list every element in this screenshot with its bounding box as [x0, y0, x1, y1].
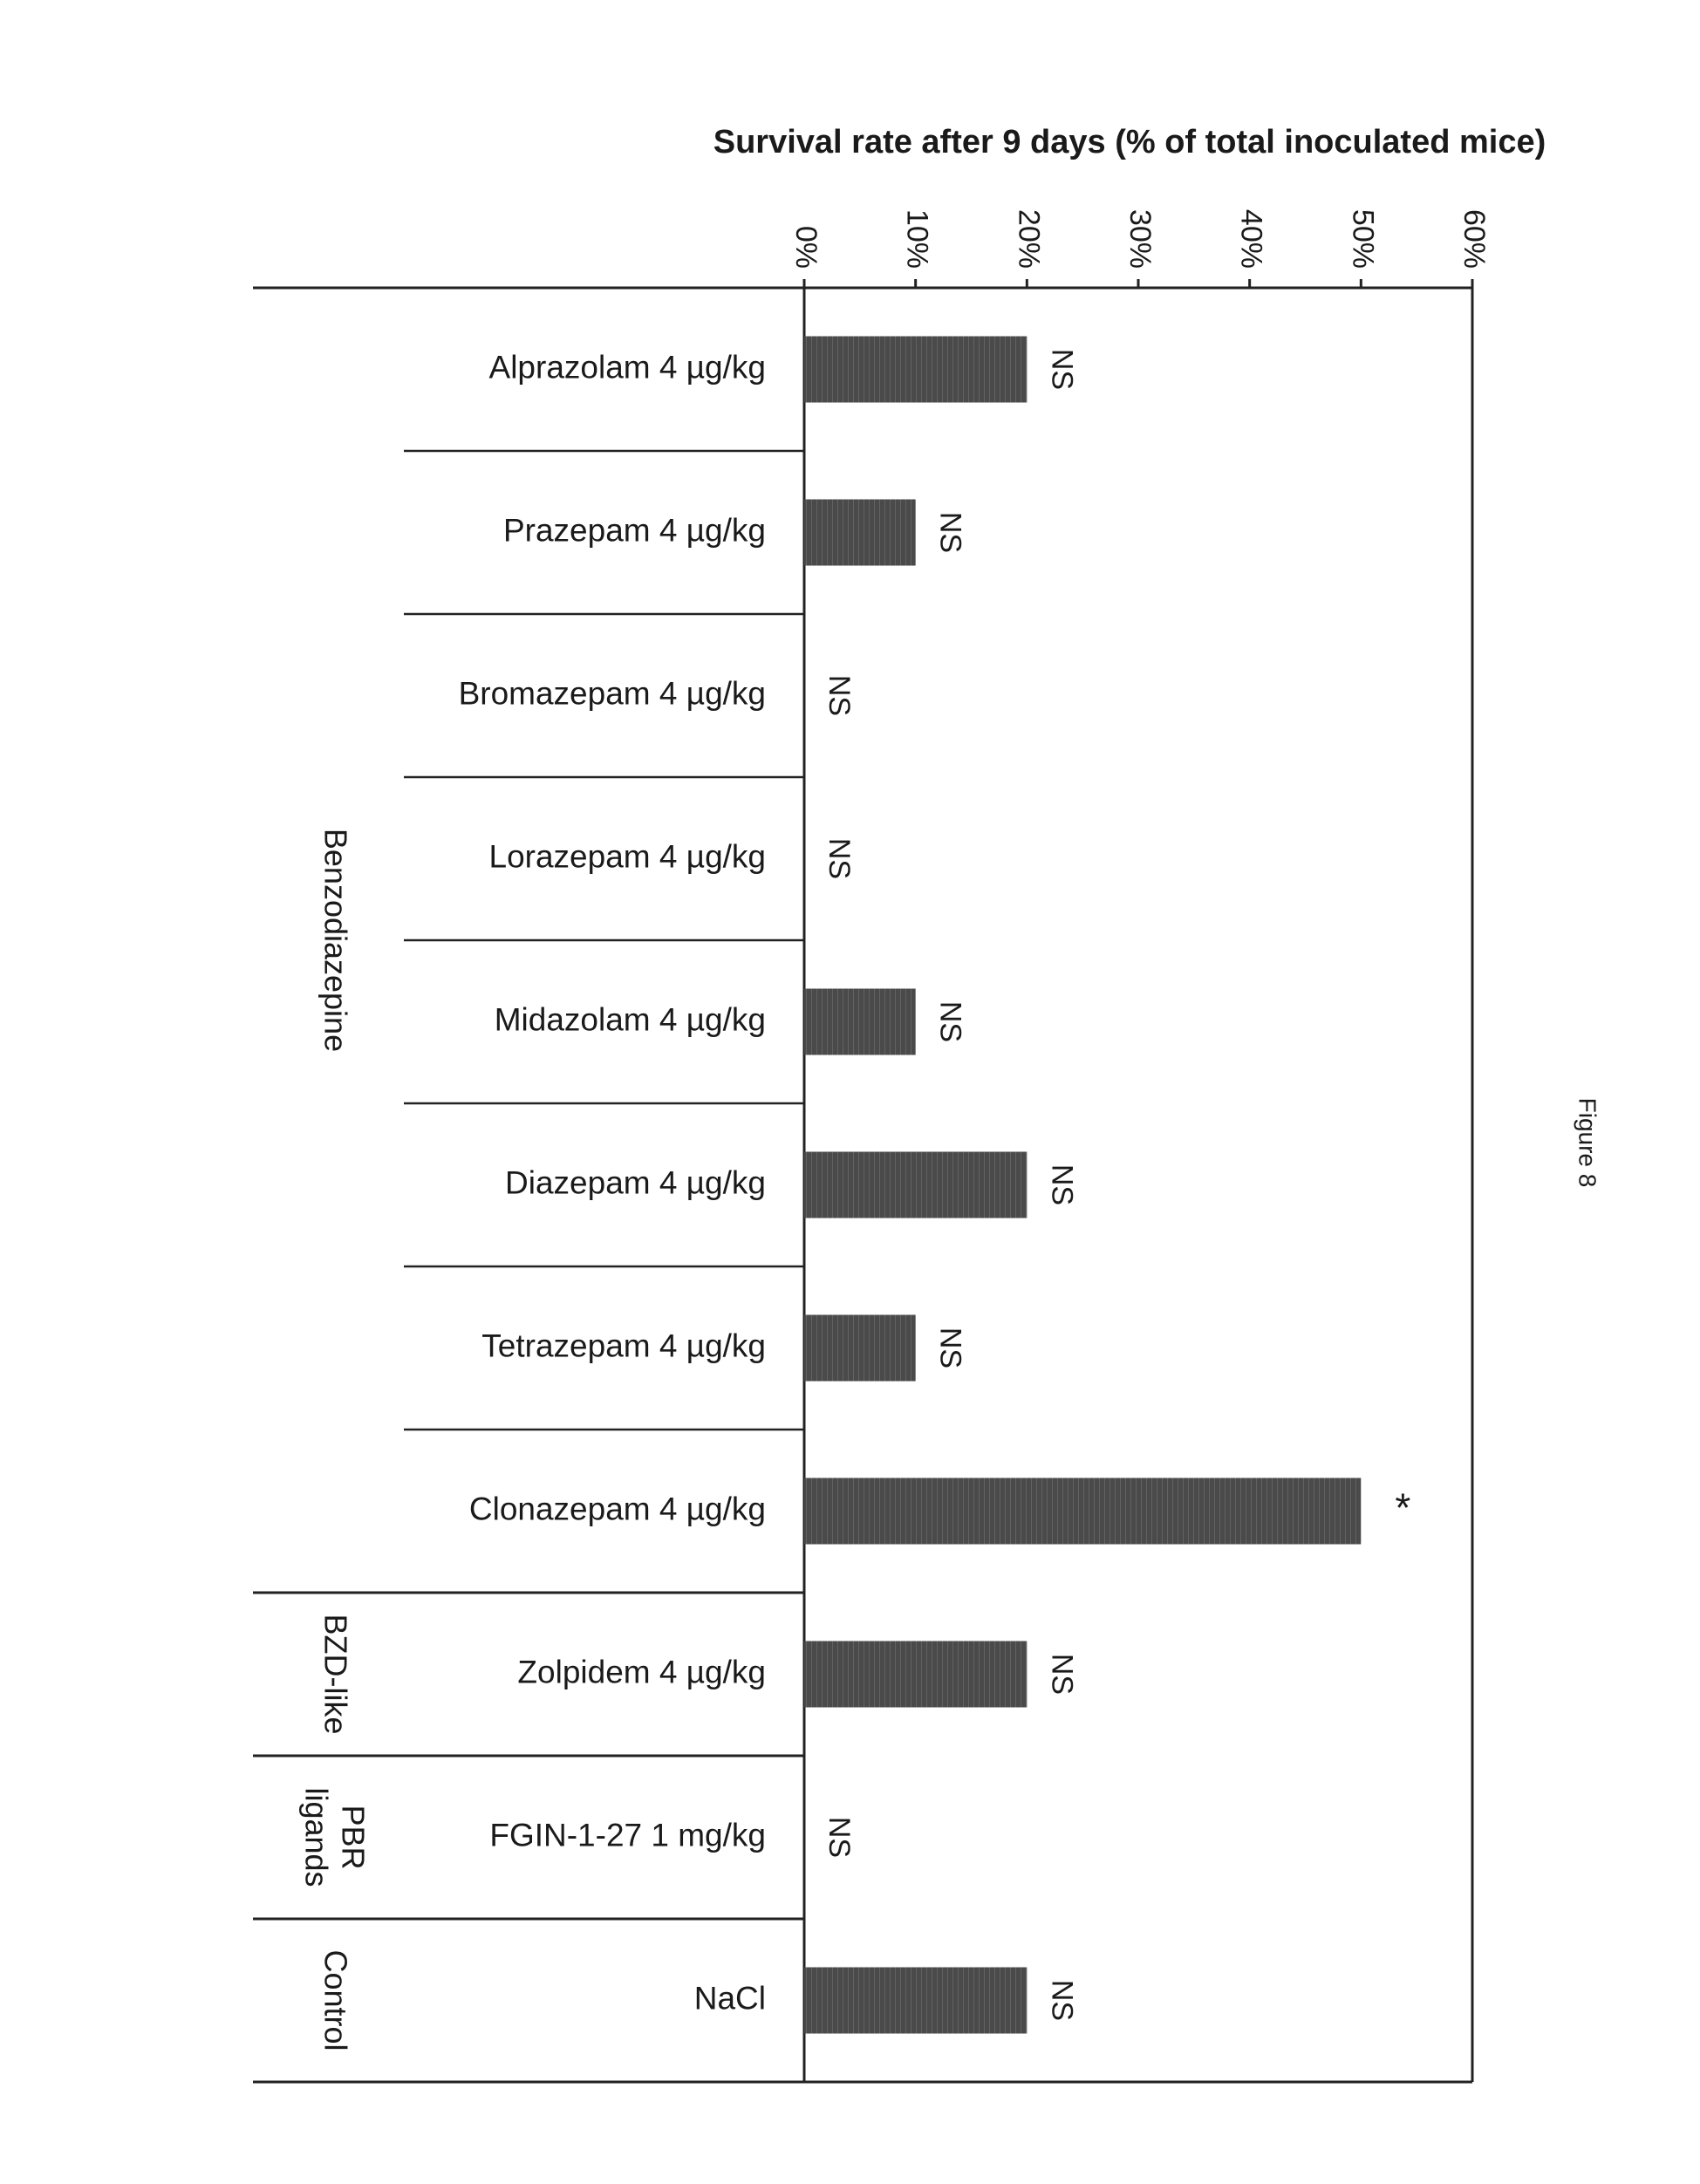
category-label: Alprazolam 4 µg/kg: [489, 349, 766, 385]
ns-annotation: NS: [1045, 1164, 1078, 1205]
category-label: Bromazepam 4 µg/kg: [459, 675, 766, 711]
ns-annotation: NS: [1045, 1980, 1078, 2021]
bar: [804, 1478, 1362, 1545]
category-label: Clonazepam 4 µg/kg: [469, 1491, 766, 1526]
group-label: Control: [317, 1949, 353, 2051]
labels-layer: Alprazolam 4 µg/kg NS Prazepam 4 µg/kg NS Br…: [298, 349, 1410, 2051]
ns-annotation: NS: [1045, 1654, 1078, 1695]
category-label: Prazepam 4 µg/kg: [503, 512, 766, 548]
bar: [804, 1151, 1028, 1218]
ns-annotation: NS: [823, 1817, 856, 1858]
significance-star: *: [1395, 1485, 1410, 1531]
bars-layer: [804, 336, 1362, 2034]
category-label: Midazolam 4 µg/kg: [495, 1001, 766, 1037]
bar: [804, 1314, 916, 1382]
group-label: BZD-like: [317, 1614, 353, 1734]
category-label: Tetrazepam 4 µg/kg: [481, 1327, 766, 1363]
bar: [804, 336, 1028, 403]
ns-annotation: NS: [1045, 349, 1078, 390]
bar: [804, 988, 916, 1055]
x-tick-label: 40%: [1235, 209, 1268, 269]
ns-annotation: NS: [823, 838, 856, 879]
category-label: Lorazepam 4 µg/kg: [489, 838, 767, 874]
ns-annotation: NS: [823, 675, 856, 716]
x-tick-label: 30%: [1123, 209, 1157, 269]
group-label: Benzodiazepine: [317, 829, 353, 1052]
ns-annotation: NS: [934, 1327, 967, 1368]
bar: [804, 1641, 1028, 1708]
group-label: PBR: [335, 1805, 371, 1869]
x-axis-title: Survival rate after 9 days (% of total i…: [713, 124, 1546, 160]
figure-label: Figure 8: [1574, 1098, 1601, 1188]
ns-annotation: NS: [934, 1001, 967, 1042]
bar: [804, 499, 916, 566]
category-label: Zolpidem 4 µg/kg: [517, 1654, 766, 1689]
category-label: FGIN-1-27 1 mg/kg: [489, 1817, 766, 1853]
x-tick-label: 60%: [1458, 209, 1491, 269]
x-tick-label: 20%: [1012, 209, 1045, 269]
bar: [804, 1967, 1028, 2034]
x-tick-label: 10%: [901, 209, 934, 269]
x-tick-label: 0%: [789, 226, 823, 269]
category-label: NaCl: [694, 1980, 766, 2016]
group-label: ligands: [298, 1787, 334, 1887]
axis-layer: 0% 10% 20% 30% 40% 50% 60%: [253, 209, 1491, 2084]
ns-annotation: NS: [934, 512, 967, 553]
category-label: Diazepam 4 µg/kg: [505, 1164, 766, 1200]
x-tick-label: 50%: [1346, 209, 1379, 269]
